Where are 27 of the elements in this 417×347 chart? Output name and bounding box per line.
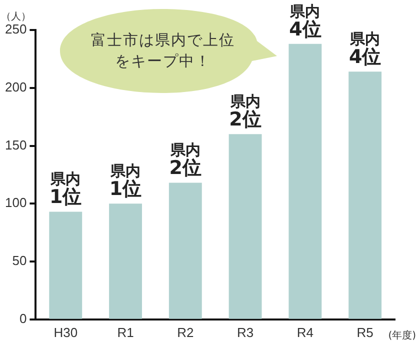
x-tick-label: R2 xyxy=(177,324,194,340)
data-label: 県内 4位 xyxy=(348,30,382,68)
data-label: 県内 2位 xyxy=(229,92,262,131)
bar xyxy=(168,182,202,319)
x-axis-title: (年度) xyxy=(388,330,416,342)
x-tick-label: H30 xyxy=(54,324,78,340)
bar xyxy=(109,204,142,319)
x-tick-label: R3 xyxy=(236,324,254,340)
x-tick-label: R4 xyxy=(296,324,314,340)
bar xyxy=(49,212,82,319)
bar xyxy=(228,134,262,319)
y-tick-label: 50 xyxy=(12,253,27,268)
y-tick-label: 100 xyxy=(4,195,27,210)
bar xyxy=(348,72,382,319)
y-tick-label: 250 xyxy=(4,22,27,37)
y-tick-label: 150 xyxy=(4,137,27,152)
data-label: 県内 1位 xyxy=(50,170,82,208)
y-tick-label: 200 xyxy=(4,79,27,94)
data-label: 県内 2位 xyxy=(169,141,202,180)
y-tick-label: 0 xyxy=(19,310,27,326)
annotation: 富士市は県内で上位をキープ中！ xyxy=(90,30,236,72)
data-label: 県内 4位 xyxy=(289,2,322,40)
data-label: 県内 1位 xyxy=(109,162,142,200)
bar xyxy=(288,44,322,319)
y-axis-title: （人） xyxy=(1,12,31,23)
x-tick-label: R5 xyxy=(356,324,374,340)
x-tick-label: R1 xyxy=(117,324,134,340)
